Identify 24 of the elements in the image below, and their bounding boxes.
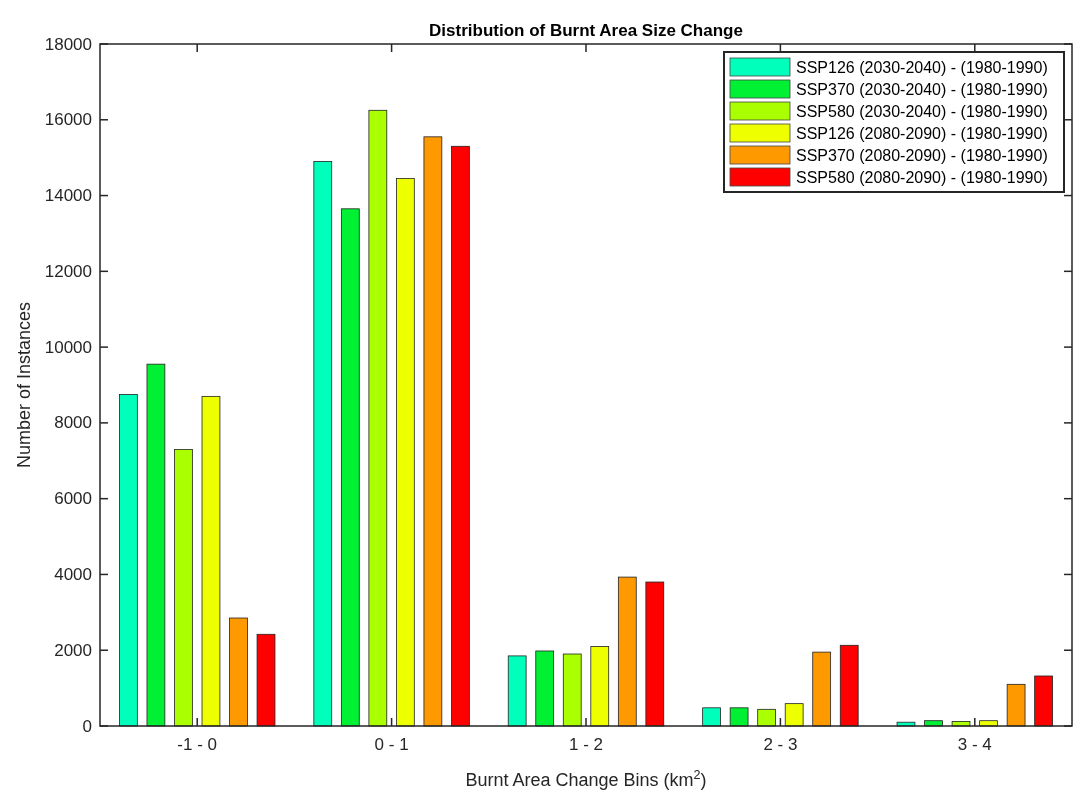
legend-label: SSP370 (2080-2090) - (1980-1990) bbox=[796, 146, 1048, 164]
x-tick-label: 1 - 2 bbox=[568, 735, 604, 754]
x-tick-label: 3 - 4 bbox=[957, 735, 992, 754]
x-tick-label: -1 - 0 bbox=[177, 735, 218, 754]
y-tick-label: 8000 bbox=[54, 413, 92, 433]
chart-title: Distribution of Burnt Area Size Change bbox=[429, 21, 743, 40]
x-tick-label: 0 - 1 bbox=[374, 735, 409, 754]
legend-label: SSP126 (2080-2090) - (1980-1990) bbox=[796, 124, 1048, 142]
y-axis-title: Number of Instances bbox=[14, 301, 34, 469]
y-tick-label: 14000 bbox=[44, 186, 92, 206]
legend-label: SSP580 (2080-2090) - (1980-1990) bbox=[796, 168, 1048, 186]
y-tick-label: 18000 bbox=[44, 34, 92, 54]
x-axis-title: Burnt Area Change Bins (km$^{2}$) bbox=[465, 768, 707, 790]
y-tick-label: 6000 bbox=[54, 489, 92, 509]
y-tick-label: 16000 bbox=[44, 110, 92, 130]
y-tick-label: 12000 bbox=[44, 261, 92, 281]
y-tick-label: 10000 bbox=[44, 337, 92, 357]
y-tick-label: 4000 bbox=[54, 564, 92, 584]
y-tick-label: 2000 bbox=[54, 640, 92, 660]
y-tick-label: 0 bbox=[82, 716, 92, 736]
x-tick-label: 2 - 3 bbox=[763, 735, 798, 754]
legend-label: SSP580 (2030-2040) - (1980-1990) bbox=[796, 102, 1048, 120]
legend-label: SSP370 (2030-2040) - (1980-1990) bbox=[796, 80, 1048, 98]
legend-label: SSP126 (2030-2040) - (1980-1990) bbox=[796, 58, 1048, 76]
